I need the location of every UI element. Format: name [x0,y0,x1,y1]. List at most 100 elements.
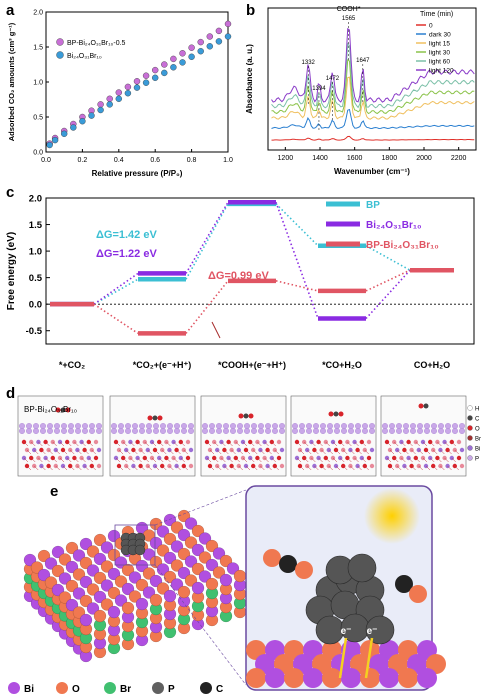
adsorbate-o2 [65,407,71,413]
surface-atom [341,668,361,688]
atom-lattice [93,455,99,461]
bond [38,457,43,463]
slab-box [380,395,467,477]
atom-p [146,428,152,434]
bond [217,465,222,471]
slab-atom [65,579,79,593]
co-c [395,575,413,593]
legend-label: BP-Bi₂₄O₃₁Br₁₀ [366,240,439,251]
atom-p [237,428,243,434]
atom-p [167,428,173,434]
connector [93,278,139,305]
slab-atom [58,591,72,604]
bond [166,441,171,447]
atom-p [139,428,145,434]
atom-lattice [366,455,372,461]
dg-label: ΔG=0.99 eV [208,270,269,282]
atom-p [61,428,67,434]
atom-p [452,428,458,434]
bond [411,465,416,471]
slab-atom [114,594,128,607]
atom-p [153,423,159,429]
bond [451,457,456,463]
bond [228,457,233,463]
atom-p [96,428,102,434]
slab-atom [128,590,142,603]
slab-atom [170,559,184,572]
data-point [188,53,195,60]
bond [238,449,243,455]
legend-label: light 60 [429,59,450,66]
legend-swatch [104,682,116,694]
bond [140,465,145,471]
atom-p [244,428,250,434]
atom-p [82,428,88,434]
atom-p [369,423,375,429]
atom-p [230,428,236,434]
bond [147,449,152,455]
bond [304,441,309,447]
atom-p [382,423,388,429]
legend-label: C [475,417,480,423]
x-category-label: *+CO₂ [59,360,85,370]
slab-atom [177,547,191,561]
data-point [97,101,104,108]
bond [115,441,121,447]
legend-label: light 30 [429,50,450,57]
bond [361,441,366,447]
bond [253,465,258,471]
bond [62,449,68,455]
bond [354,457,359,463]
bond [70,449,75,455]
bond [245,449,251,455]
bond [437,457,442,463]
x-axis-label: Relative pressure (P/P₀) [92,169,183,178]
atom-p [47,428,53,434]
bond [440,465,445,471]
adsorbate-c [152,415,158,421]
slab-atom [107,567,121,581]
slab-atom [184,574,198,587]
slab-atom [142,567,156,580]
atom-p [417,423,423,429]
bond [151,441,157,447]
bond [45,441,50,447]
slab-atom [37,549,51,563]
slab-atom [107,548,121,562]
bond [296,457,302,463]
bond [264,441,269,447]
data-point [46,141,53,149]
spectrum-line [271,42,475,109]
atom-p [417,428,423,434]
slab-atom [107,529,121,543]
y-tick-label: 0.0 [29,300,42,311]
atom-p [181,423,187,429]
x-tick-label: 2200 [451,155,467,162]
adsorbate-o [55,407,61,413]
atom-lattice [185,439,191,445]
slab-atom [184,555,198,568]
connector [185,280,229,334]
x-tick-label: 1.0 [223,157,233,164]
bond [411,449,416,455]
bond [386,457,392,463]
spectrum-line [271,59,475,115]
surface-atom [246,668,266,688]
bond [176,449,181,455]
data-point [179,50,186,57]
y-tick-label: 1.0 [33,80,43,87]
slab-atom [72,606,86,619]
bond [314,465,319,471]
atom-p [118,423,124,429]
y-axis-label: Free energy (eV) [6,232,17,310]
adsorbate-o2 [248,413,254,419]
surface-atom [379,668,399,688]
bond [67,457,72,463]
atom-p [223,428,229,434]
bond [328,465,333,471]
bond [422,441,428,447]
atom-p [202,423,208,429]
data-point [124,89,132,97]
electron-label: e⁻ [367,626,378,637]
atom-p [396,423,402,429]
